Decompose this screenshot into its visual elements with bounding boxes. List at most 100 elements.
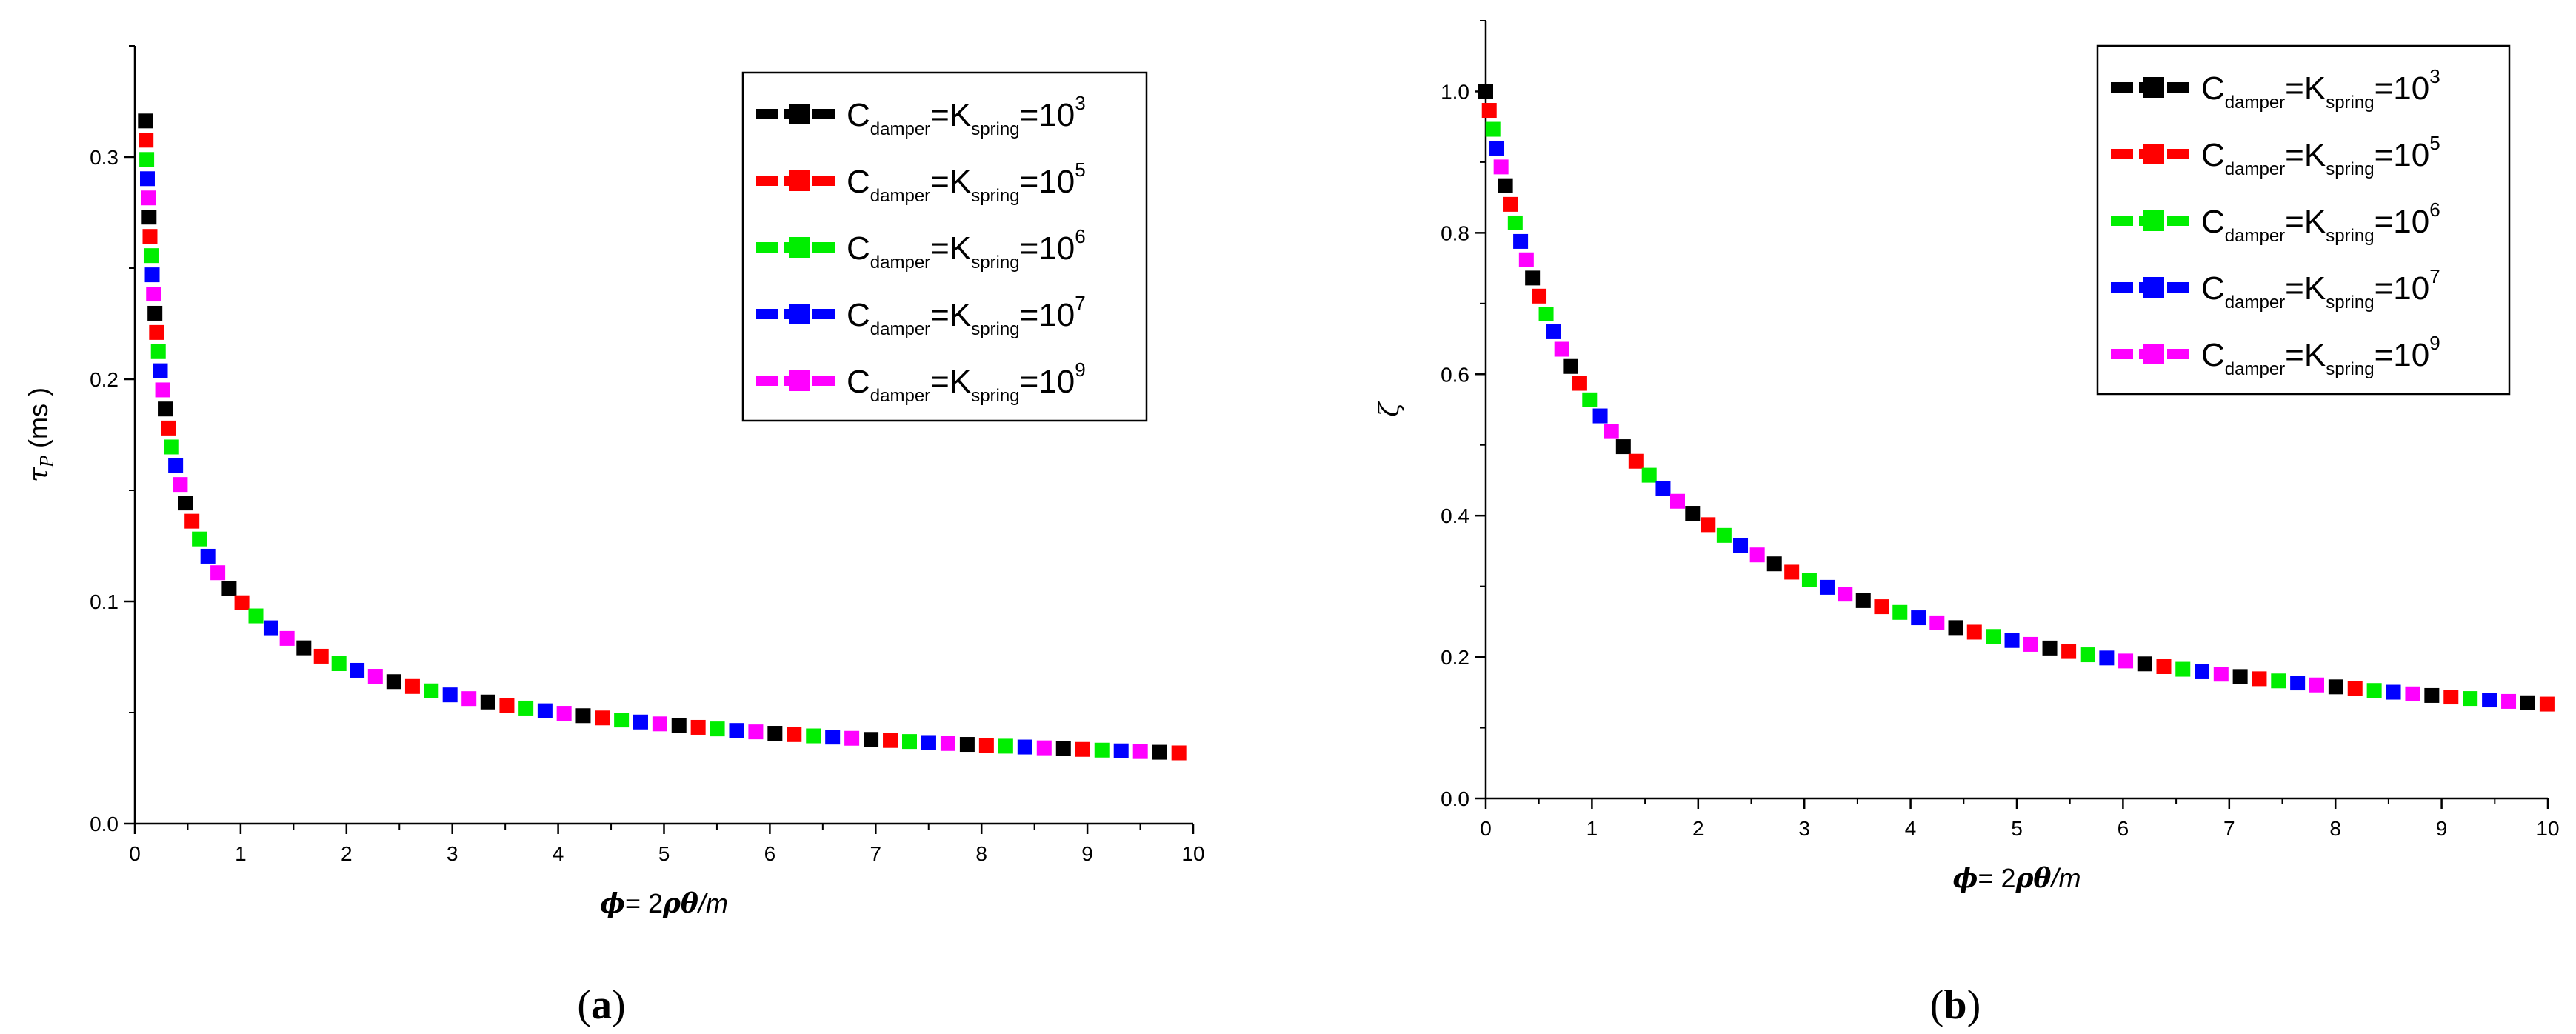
- data-point-marker: [234, 595, 250, 610]
- data-point-marker: [1592, 408, 1608, 424]
- data-point-marker: [144, 267, 160, 283]
- data-point-marker: [1801, 573, 1817, 588]
- panel-b: 0 1 2 3 4 5 6 7 8 9 10 0.0 0.2 0.4 0.6 0.8 1.0 ϕ= 2ρθ/m ζ C…: [1375, 20, 2560, 1028]
- data-point-marker: [2080, 647, 2095, 663]
- legend-box: [2096, 44, 2511, 396]
- data-point-marker: [367, 669, 383, 684]
- data-point-marker: [1478, 84, 1493, 99]
- data-point-marker: [921, 735, 936, 750]
- data-point-marker: [2347, 681, 2363, 696]
- data-point-marker: [2156, 658, 2172, 674]
- data-point-marker: [147, 305, 163, 321]
- x-tick-label: 10: [2536, 817, 2559, 840]
- data-point-marker: [1538, 307, 1554, 322]
- data-curve: [1478, 84, 2555, 712]
- legend-swatch-marker: [2143, 144, 2164, 164]
- data-point-marker: [2099, 650, 2115, 666]
- data-point-marker: [1055, 741, 1071, 756]
- data-point-marker: [2137, 656, 2152, 672]
- x-tick-label: 1: [1586, 817, 1598, 840]
- data-point-marker: [1784, 564, 1800, 580]
- data-point-marker: [2004, 633, 2020, 648]
- data-point-marker: [1749, 547, 1765, 563]
- data-point-marker: [210, 565, 226, 581]
- data-point-marker: [1493, 159, 1509, 175]
- data-point-marker: [386, 674, 401, 690]
- data-point-marker: [153, 363, 168, 378]
- data-point-marker: [1485, 121, 1501, 137]
- x-tick-label: 2: [341, 842, 353, 865]
- y-tick-label: 0.6: [1441, 363, 1469, 386]
- data-point-marker: [883, 733, 898, 748]
- y-tick-label: 0.1: [90, 590, 119, 613]
- data-point-marker: [1628, 453, 1644, 469]
- data-point-marker: [2309, 677, 2324, 693]
- legend-entry: Cdamper=Kspring=106: [756, 225, 1086, 273]
- y-tick-label: 0.3: [90, 146, 119, 169]
- legend-entry: Cdamper=Kspring=103: [2111, 65, 2440, 113]
- y-axis-label: τP (ms ): [23, 387, 58, 482]
- data-point-marker: [1966, 624, 1982, 640]
- legend-label: Cdamper=Kspring=109: [847, 358, 1086, 406]
- data-point-marker: [1094, 742, 1110, 758]
- data-point-marker: [1507, 215, 1523, 230]
- legend-label: Cdamper=Kspring=105: [847, 159, 1086, 206]
- x-axis-label: ϕ= 2ρθ/m: [600, 888, 728, 919]
- data-point-marker: [671, 718, 687, 733]
- x-tick-label: 8: [2329, 817, 2341, 840]
- legend-entry: Cdamper=Kspring=103: [756, 92, 1086, 139]
- data-point-marker: [139, 133, 154, 148]
- data-point-marker: [710, 721, 725, 737]
- data-point-marker: [2482, 693, 2497, 708]
- y-tick-label: 0.0: [1441, 787, 1469, 810]
- data-point-marker: [2501, 693, 2517, 709]
- data-point-marker: [168, 458, 184, 473]
- data-point-marker: [424, 683, 439, 698]
- data-point-marker: [2061, 644, 2077, 659]
- data-point-marker: [2366, 683, 2382, 698]
- data-point-marker: [2195, 664, 2210, 679]
- x-tick-label: 10: [1181, 842, 1204, 865]
- data-point-marker: [173, 477, 188, 493]
- data-point-marker: [141, 210, 157, 225]
- data-point-marker: [1532, 288, 1547, 304]
- data-point-marker: [1892, 604, 1908, 620]
- data-point-marker: [1641, 467, 1657, 483]
- data-point-marker: [178, 496, 193, 511]
- data-point-marker: [1615, 439, 1631, 455]
- data-point-marker: [978, 738, 994, 753]
- data-point-marker: [1554, 341, 1569, 357]
- y-tick-label: 0.8: [1441, 221, 1469, 244]
- x-tick-label: 7: [870, 842, 882, 865]
- data-point-marker: [1075, 741, 1090, 757]
- legend-swatch-marker: [789, 104, 810, 124]
- data-point-marker: [1655, 481, 1671, 496]
- data-point-marker: [296, 640, 312, 656]
- legend-swatch-marker: [2143, 210, 2164, 231]
- data-point-marker: [1685, 506, 1701, 521]
- data-point-marker: [161, 420, 176, 436]
- data-point-marker: [1838, 587, 1853, 602]
- x-tick-label: 6: [764, 842, 776, 865]
- data-point-marker: [787, 727, 802, 742]
- data-point-marker: [221, 581, 237, 596]
- x-tick-label: 3: [447, 842, 458, 865]
- legend-label: Cdamper=Kspring=107: [2201, 265, 2440, 313]
- legend-entry: Cdamper=Kspring=107: [756, 292, 1086, 339]
- y-tick-label: 0.2: [90, 368, 119, 391]
- data-point-marker: [2118, 653, 2134, 669]
- data-point-marker: [1604, 424, 1619, 439]
- data-point-marker: [767, 726, 783, 741]
- legend-label: Cdamper=Kspring=106: [847, 225, 1086, 273]
- data-point-marker: [998, 738, 1013, 754]
- data-point-marker: [748, 724, 764, 740]
- data-point-marker: [690, 719, 706, 735]
- legend-entry: Cdamper=Kspring=109: [756, 358, 1086, 406]
- data-point-marker: [2424, 687, 2440, 703]
- data-point-marker: [1525, 270, 1541, 286]
- data-point-marker: [633, 714, 648, 730]
- data-point-marker: [1152, 744, 1167, 760]
- data-point-marker: [2232, 669, 2248, 684]
- data-point-marker: [138, 113, 153, 129]
